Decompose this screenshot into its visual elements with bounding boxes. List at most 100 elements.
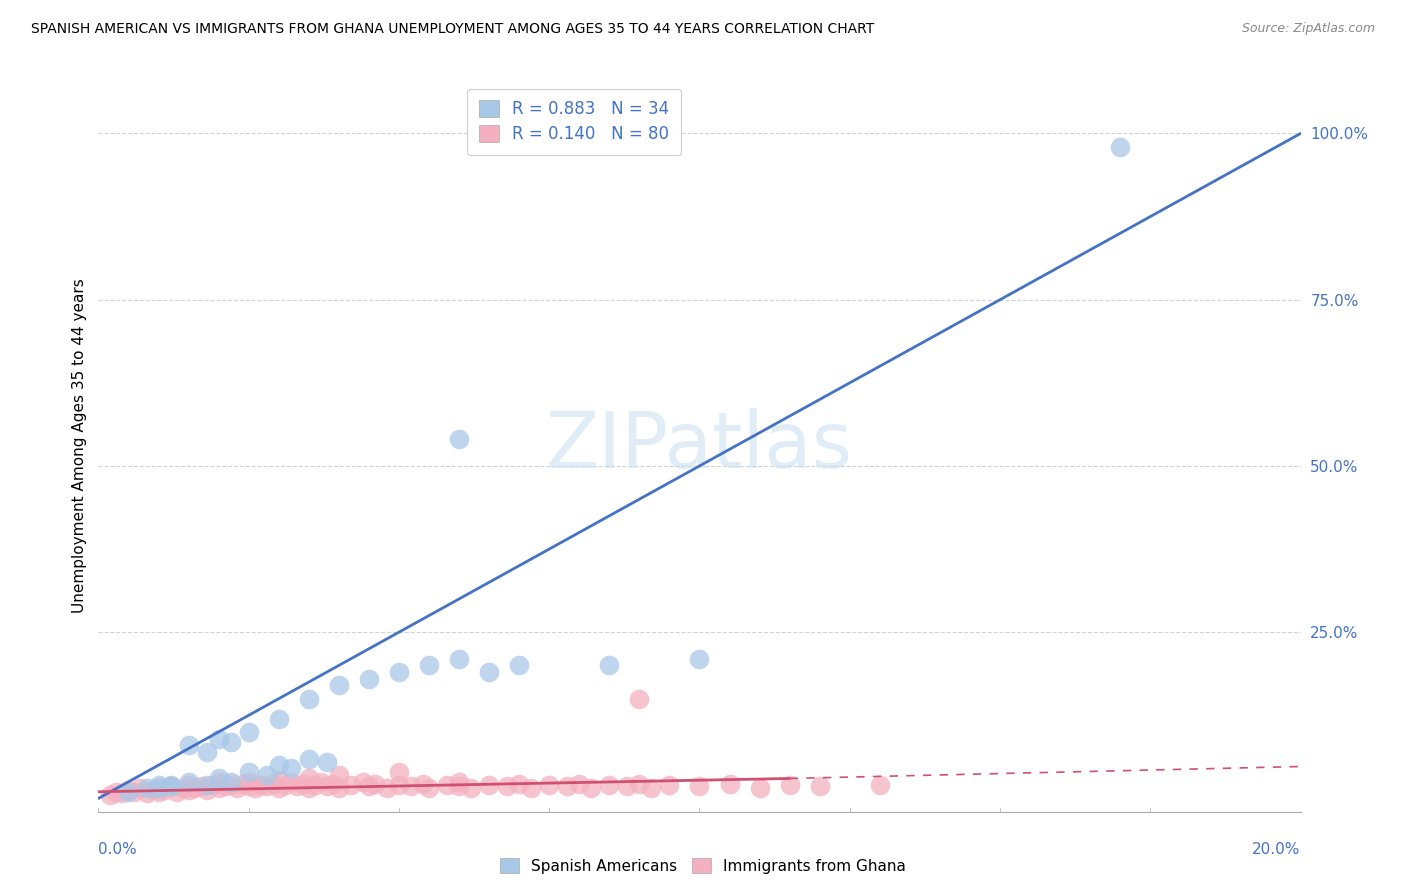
Point (658, 778, 681, 792)
Point (280, 762, 302, 776)
Point (478, 665, 501, 679)
Point (201, 778, 224, 792)
Point (399, 780, 422, 794)
Point (298, 751, 321, 765)
Point (267, 758, 290, 772)
Point (418, 781, 440, 796)
Point (190, 780, 212, 794)
Point (232, 777, 254, 791)
Point (249, 778, 271, 792)
Point (1109, 140, 1132, 154)
Point (208, 772, 231, 786)
Legend: R = 0.883   N = 34, R = 0.140   N = 80: R = 0.883 N = 34, R = 0.140 N = 80 (467, 88, 681, 155)
Point (352, 774, 374, 789)
Point (598, 778, 620, 792)
Point (177, 774, 200, 789)
Point (238, 774, 260, 789)
Point (555, 780, 578, 794)
Point (159, 780, 181, 794)
Point (298, 781, 321, 796)
Point (256, 768, 278, 782)
Point (177, 738, 200, 752)
Point (100, 788, 122, 802)
Point (315, 755, 337, 769)
Point (285, 780, 308, 794)
Point (267, 781, 290, 796)
Point (166, 785, 188, 799)
Point (135, 781, 157, 796)
Point (208, 774, 231, 789)
Point (219, 778, 242, 792)
Point (195, 783, 218, 797)
Point (159, 780, 181, 794)
Point (808, 780, 831, 794)
Point (195, 745, 218, 759)
Point (117, 783, 139, 797)
Point (141, 783, 163, 797)
Point (322, 777, 344, 791)
Point (111, 786, 134, 800)
Point (105, 785, 128, 799)
Point (508, 777, 530, 791)
Point (262, 777, 284, 791)
Text: ZIPatlas: ZIPatlas (546, 408, 853, 484)
Point (357, 780, 380, 794)
Text: 0.0%: 0.0% (98, 842, 138, 856)
Text: SPANISH AMERICAN VS IMMIGRANTS FROM GHANA UNEMPLOYMENT AMONG AGES 35 TO 44 YEARS: SPANISH AMERICAN VS IMMIGRANTS FROM GHAN… (31, 22, 875, 37)
Legend: Spanish Americans, Immigrants from Ghana: Spanish Americans, Immigrants from Ghana (494, 852, 912, 880)
Point (869, 778, 891, 792)
Point (304, 778, 326, 792)
Point (172, 781, 194, 796)
Point (328, 768, 350, 782)
Point (388, 778, 411, 792)
Point (153, 783, 176, 797)
Point (688, 780, 710, 794)
Point (460, 781, 482, 796)
Point (214, 780, 236, 794)
Point (581, 781, 603, 796)
Point (447, 780, 470, 794)
Point (447, 652, 470, 666)
Point (267, 712, 290, 726)
Point (598, 658, 620, 673)
Point (148, 778, 170, 792)
Point (628, 691, 651, 706)
Point (135, 786, 157, 800)
Point (219, 774, 242, 789)
Point (508, 658, 530, 673)
Point (478, 778, 501, 792)
Point (568, 777, 591, 791)
Point (436, 778, 458, 792)
Point (298, 691, 321, 706)
Point (309, 774, 332, 789)
Point (779, 778, 801, 792)
Point (238, 725, 260, 739)
Point (225, 781, 247, 796)
Point (538, 778, 561, 792)
Point (328, 678, 350, 692)
Point (183, 781, 205, 796)
Point (267, 772, 290, 787)
Point (243, 781, 266, 796)
Point (718, 777, 741, 791)
Point (520, 781, 543, 796)
Point (219, 735, 242, 749)
Point (117, 785, 139, 799)
Point (328, 781, 350, 796)
Point (298, 772, 321, 786)
Point (340, 778, 363, 792)
Text: 20.0%: 20.0% (1253, 842, 1301, 856)
Point (129, 781, 152, 796)
Point (447, 433, 470, 447)
Point (364, 777, 387, 791)
Point (388, 764, 411, 779)
Point (418, 658, 440, 673)
Point (748, 781, 770, 796)
Point (616, 780, 638, 794)
Point (148, 781, 170, 796)
Y-axis label: Unemployment Among Ages 35 to 44 years: Unemployment Among Ages 35 to 44 years (72, 278, 87, 614)
Point (177, 783, 200, 797)
Point (447, 774, 470, 789)
Point (628, 777, 651, 791)
Point (208, 731, 231, 746)
